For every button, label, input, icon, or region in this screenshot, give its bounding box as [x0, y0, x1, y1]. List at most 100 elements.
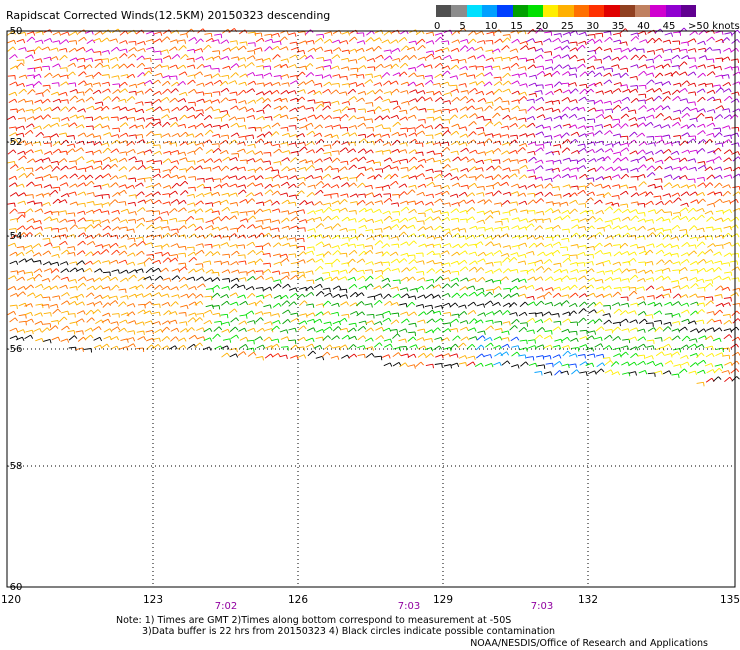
wind-barb: [723, 166, 733, 172]
wind-barb: [211, 39, 220, 44]
wind-barb: [177, 175, 187, 180]
wind-barb: [417, 56, 427, 61]
wind-barb: [9, 192, 19, 197]
wind-barb: [290, 318, 300, 323]
wind-barb: [392, 72, 402, 77]
wind-barb: [383, 215, 393, 221]
wind-barb: [638, 181, 647, 187]
wind-barb: [263, 262, 271, 268]
wind-barb: [281, 300, 291, 306]
wind-barb: [75, 267, 85, 273]
wind-barb: [146, 210, 155, 215]
wind-barb: [195, 142, 205, 147]
wind-barb: [230, 211, 239, 216]
wind-barb: [424, 79, 434, 85]
wind-barb: [637, 173, 646, 179]
wind-barb: [383, 225, 392, 231]
wind-barb: [460, 242, 470, 249]
wind-barb: [502, 245, 512, 250]
wind-barb: [664, 211, 673, 216]
wind-barb: [637, 225, 646, 231]
wind-barb: [552, 292, 562, 298]
wind-barb: [171, 294, 180, 299]
wind-barb: [466, 343, 476, 350]
wind-barb: [271, 122, 281, 128]
wind-barb: [357, 90, 367, 96]
wind-barb: [655, 48, 664, 53]
wind-barb: [169, 165, 179, 172]
wind-barb: [221, 269, 231, 274]
wind-barb: [680, 302, 690, 307]
wind-barb: [322, 202, 332, 208]
wind-barb: [698, 82, 707, 88]
wind-barb: [671, 65, 680, 70]
wind-barb: [7, 39, 17, 45]
lat-label: -60: [6, 582, 22, 593]
wind-barb: [704, 182, 714, 188]
wind-barb: [299, 146, 308, 152]
wind-barb: [417, 328, 426, 334]
wind-barb: [534, 176, 544, 181]
wind-barb: [213, 178, 222, 183]
wind-barb: [426, 90, 435, 96]
wind-barb: [645, 150, 654, 156]
wind-barb: [25, 271, 34, 277]
wind-barb: [322, 183, 331, 189]
wind-barb: [109, 300, 119, 306]
wind-barb: [730, 199, 739, 204]
wind-barb: [494, 352, 503, 357]
wind-barb: [314, 124, 323, 130]
wind-barb: [460, 336, 470, 341]
wind-barb: [187, 293, 197, 299]
wind-barb: [672, 261, 681, 266]
wind-barb: [611, 174, 621, 179]
wind-barb: [341, 182, 350, 187]
wind-barb: [392, 362, 402, 367]
wind-barb: [179, 190, 189, 196]
wind-barb: [577, 251, 586, 257]
wind-barb: [424, 216, 434, 222]
wind-barb: [697, 165, 707, 170]
wind-barb: [559, 201, 569, 207]
wind-barb: [544, 276, 554, 281]
wind-barb: [535, 266, 545, 271]
wind-barb: [162, 55, 172, 60]
wind-barb: [647, 327, 657, 332]
wind-barb: [297, 176, 306, 182]
wind-barb: [170, 336, 179, 342]
wind-barb: [620, 106, 630, 111]
wind-barb: [407, 114, 417, 119]
wind-barb: [511, 169, 520, 174]
wind-barb: [374, 269, 384, 275]
wind-barb: [299, 313, 308, 318]
wind-barb: [144, 198, 154, 204]
wind-barb: [417, 319, 426, 324]
wind-barb: [178, 276, 188, 283]
wind-barb: [160, 219, 169, 225]
wind-barb: [221, 285, 230, 291]
wind-barb: [673, 166, 682, 171]
wind-barb: [366, 30, 375, 36]
wind-barb: [330, 355, 340, 360]
wind-barb: [101, 219, 110, 224]
wind-barb: [272, 270, 281, 275]
wind-barb: [339, 288, 348, 294]
colorbar-swatch: [497, 5, 513, 17]
wind-barb: [510, 191, 520, 196]
wind-barb: [43, 268, 53, 273]
wind-barb: [77, 108, 86, 113]
wind-barb: [603, 47, 613, 53]
wind-barb: [672, 157, 681, 163]
wind-barb: [528, 82, 538, 87]
wind-barb: [621, 250, 630, 256]
wind-barb: [254, 225, 264, 230]
wind-barb: [670, 150, 680, 155]
wind-barb: [527, 64, 537, 70]
wind-barb: [432, 294, 441, 299]
wind-barb: [60, 193, 70, 198]
wind-barb: [178, 168, 188, 173]
wind-barb: [160, 211, 170, 216]
wind-barb: [485, 101, 494, 106]
wind-barb: [93, 344, 103, 349]
